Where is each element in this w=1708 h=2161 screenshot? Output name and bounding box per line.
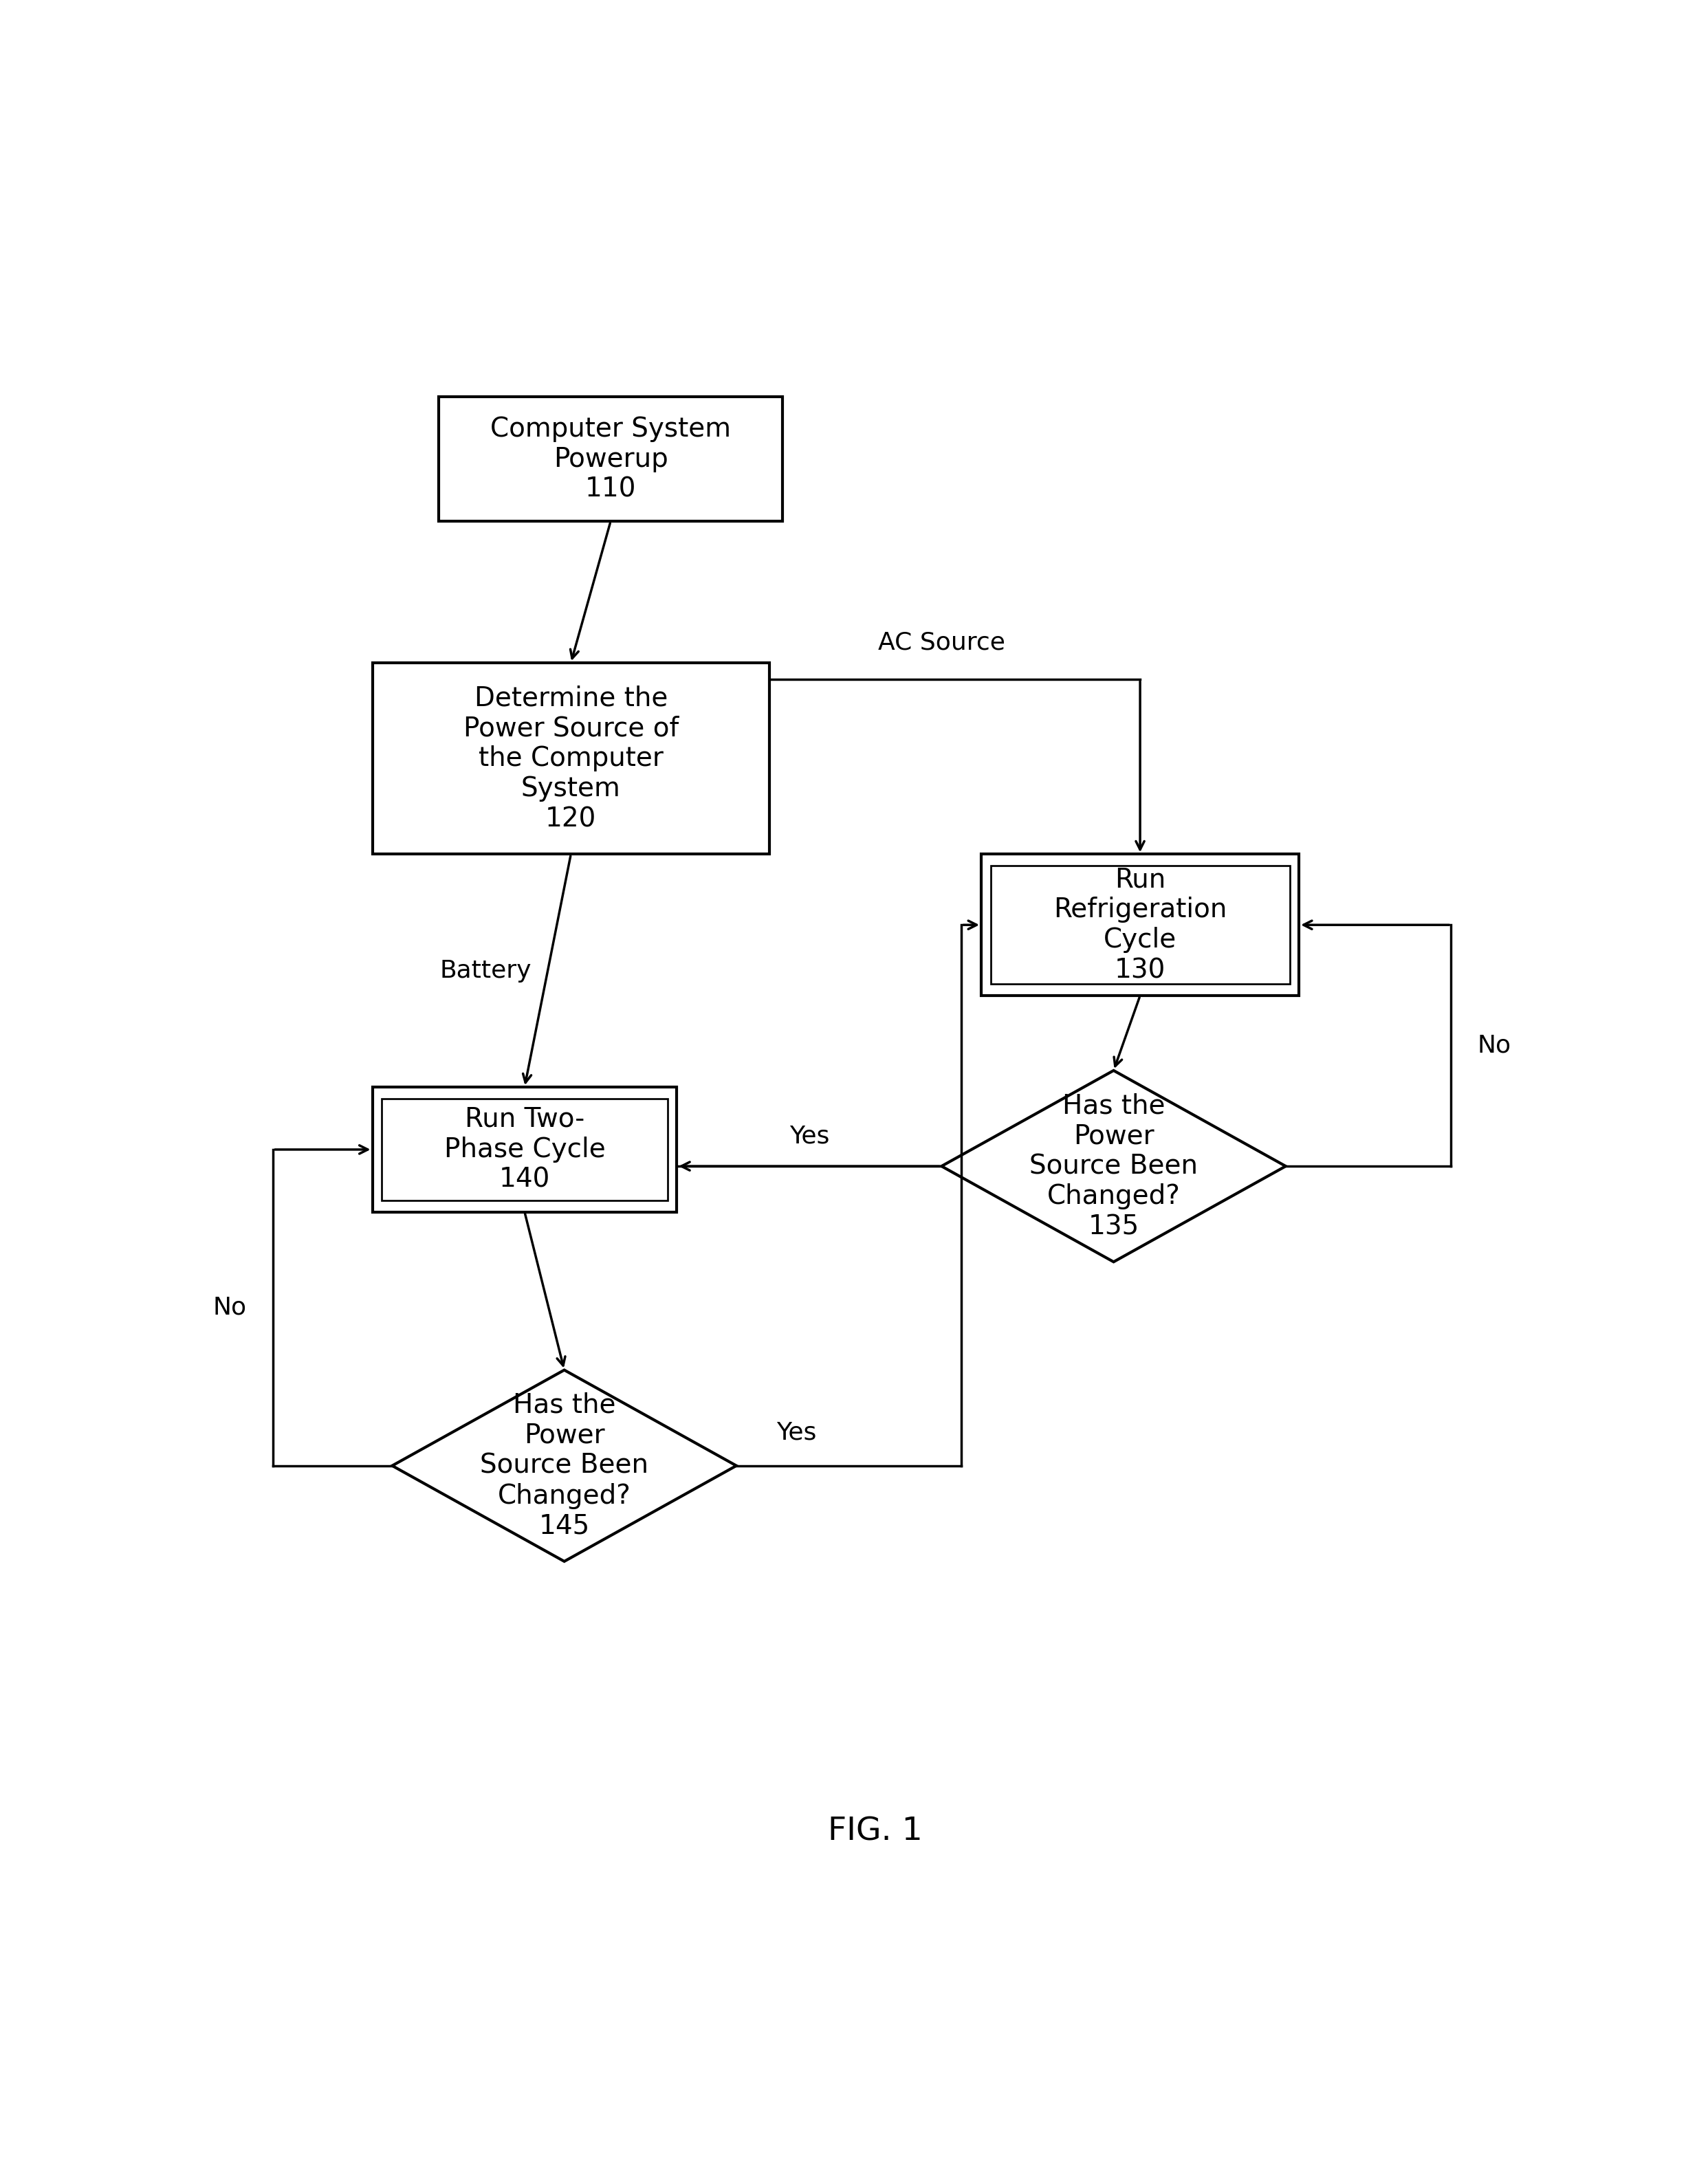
FancyBboxPatch shape — [372, 1087, 676, 1212]
Text: Has the
Power
Source Been
Changed?
135: Has the Power Source Been Changed? 135 — [1030, 1093, 1197, 1240]
Text: Yes: Yes — [775, 1420, 816, 1444]
Text: FIG. 1: FIG. 1 — [828, 1815, 922, 1848]
Text: Determine the
Power Source of
the Computer
System
120: Determine the Power Source of the Comput… — [463, 685, 678, 832]
Polygon shape — [941, 1070, 1286, 1262]
FancyBboxPatch shape — [980, 854, 1298, 996]
Text: AC Source: AC Source — [878, 631, 1004, 655]
Text: Yes: Yes — [789, 1124, 830, 1147]
Text: Battery: Battery — [439, 959, 531, 983]
Text: No: No — [1477, 1033, 1512, 1057]
FancyBboxPatch shape — [439, 398, 782, 521]
Text: Computer System
Powerup
110: Computer System Powerup 110 — [490, 415, 731, 501]
Polygon shape — [393, 1370, 736, 1562]
Text: Has the
Power
Source Been
Changed?
145: Has the Power Source Been Changed? 145 — [480, 1392, 649, 1539]
Text: No: No — [213, 1297, 246, 1320]
Text: Run Two-
Phase Cycle
140: Run Two- Phase Cycle 140 — [444, 1106, 605, 1193]
Text: Run
Refrigeration
Cycle
130: Run Refrigeration Cycle 130 — [1054, 867, 1226, 983]
FancyBboxPatch shape — [372, 663, 769, 854]
